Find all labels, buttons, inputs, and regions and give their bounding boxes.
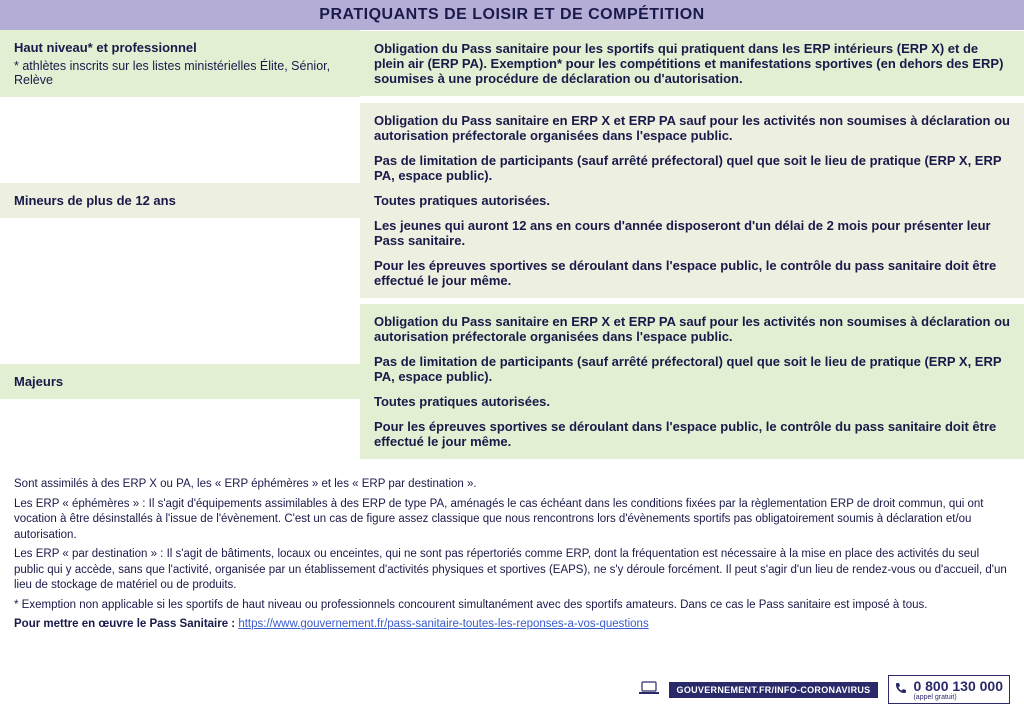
table-header-title: PRATIQUANTS DE LOISIR ET DE COMPÉTITION	[319, 6, 704, 23]
row-title: Majeurs	[14, 374, 346, 389]
table-body: Haut niveau* et professionnel * athlètes…	[0, 30, 1024, 459]
footnote-link[interactable]: https://www.gouvernement.fr/pass-sanitai…	[238, 618, 648, 630]
phone-icon	[895, 682, 907, 697]
phone-sub: (appel gratuit)	[913, 694, 956, 701]
row-title: Mineurs de plus de 12 ans	[14, 193, 346, 208]
row-right: Obligation du Pass sanitaire en ERP X et…	[360, 103, 1024, 298]
gov-label-text: GOUVERNEMENT.FR/INFO-CORONAVIRUS	[677, 685, 871, 695]
row-text: Pas de limitation de participants (sauf …	[374, 354, 1010, 384]
row-left: Mineurs de plus de 12 ans	[0, 183, 360, 218]
phone-box: 0 800 130 000 (appel gratuit)	[888, 675, 1010, 704]
gov-label: GOUVERNEMENT.FR/INFO-CORONAVIRUS	[669, 682, 879, 698]
table-header: PRATIQUANTS DE LOISIR ET DE COMPÉTITION	[0, 0, 1024, 30]
footnote-link-line: Pour mettre en œuvre le Pass Sanitaire :…	[14, 617, 1010, 633]
table-row: Haut niveau* et professionnel * athlètes…	[0, 30, 1024, 97]
table-row: Majeurs Obligation du Pass sanitaire en …	[0, 304, 1024, 459]
row-text: Toutes pratiques autorisées.	[374, 394, 1010, 409]
row-right: Obligation du Pass sanitaire en ERP X et…	[360, 304, 1024, 459]
row-text: Pour les épreuves sportives se déroulant…	[374, 258, 1010, 288]
row-text: Obligation du Pass sanitaire en ERP X et…	[374, 113, 1010, 143]
row-text: Pour les épreuves sportives se déroulant…	[374, 419, 1010, 449]
row-text: Les jeunes qui auront 12 ans en cours d'…	[374, 218, 1010, 248]
footnote-text: Les ERP « éphémères » : Il s'agit d'équi…	[14, 497, 1010, 544]
phone-number-wrap: 0 800 130 000 (appel gratuit)	[913, 678, 1003, 701]
row-right: Obligation du Pass sanitaire pour les sp…	[360, 31, 1024, 96]
footnotes: Sont assimilés à des ERP X ou PA, les « …	[0, 459, 1024, 633]
row-title: Haut niveau* et professionnel	[14, 40, 346, 55]
row-text: Pas de limitation de participants (sauf …	[374, 153, 1010, 183]
row-left: Majeurs	[0, 364, 360, 399]
row-left: Haut niveau* et professionnel * athlètes…	[0, 30, 360, 97]
phone-number: 0 800 130 000	[913, 678, 1003, 694]
footer: GOUVERNEMENT.FR/INFO-CORONAVIRUS 0 800 1…	[639, 675, 1010, 704]
row-text: Toutes pratiques autorisées.	[374, 193, 1010, 208]
row-desc: * athlètes inscrits sur les listes minis…	[14, 59, 346, 87]
footnote-text: Sont assimilés à des ERP X ou PA, les « …	[14, 477, 1010, 493]
footnote-prefix: Pour mettre en œuvre le Pass Sanitaire :	[14, 618, 238, 630]
row-text: Obligation du Pass sanitaire en ERP X et…	[374, 314, 1010, 344]
table-row: Mineurs de plus de 12 ans Obligation du …	[0, 103, 1024, 298]
row-text: Obligation du Pass sanitaire pour les sp…	[374, 41, 1010, 86]
footnote-text: Les ERP « par destination » : Il s'agit …	[14, 547, 1010, 594]
footnote-text: * Exemption non applicable si les sporti…	[14, 598, 1010, 614]
laptop-icon	[639, 681, 659, 698]
